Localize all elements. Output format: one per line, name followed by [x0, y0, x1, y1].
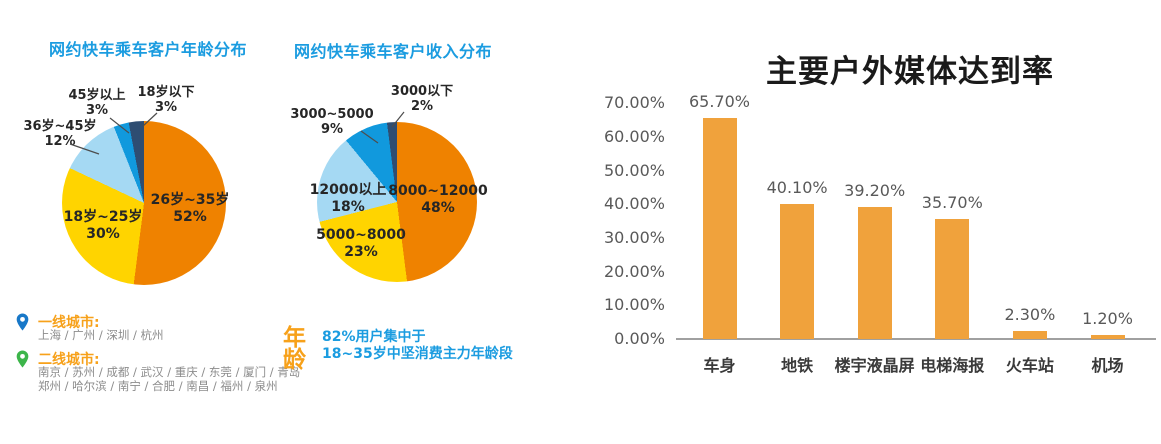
pie1-label-36-45: 36岁~45岁 12% — [23, 119, 97, 149]
tier2-heading: 二线城市: — [38, 352, 100, 368]
bar-category-label: 机场 — [1091, 356, 1124, 375]
tier1-city-list: 上海 / 广州 / 深圳 / 杭州 — [38, 328, 164, 342]
y-axis-tick-label: 40.00% — [603, 194, 665, 214]
y-axis-tick-label: 20.00% — [603, 261, 665, 281]
tier2-city-list: 南京 / 苏州 / 成都 / 武汉 / 重庆 / 东莞 / 厦门 / 青岛 郑州… — [38, 365, 301, 393]
age-note-line2: 18~35岁中坚消费主力年龄段 — [322, 346, 513, 362]
pie2-label-3000-5000: 3000~5000 9% — [290, 107, 374, 137]
bar-value-label: 65.70% — [688, 91, 750, 111]
bar-category-label: 火车站 — [1005, 356, 1054, 375]
y-axis-tick-label: 70.00% — [603, 93, 665, 113]
bar-value-label: 40.10% — [766, 177, 828, 197]
bar — [1012, 331, 1047, 339]
bar-value-label: 1.20% — [1082, 308, 1133, 328]
pie1-label-under18: 18岁以下 3% — [137, 85, 195, 115]
pie1-label-18-25: 18岁~25岁 30% — [63, 209, 143, 242]
age-side-label: 年龄 — [283, 325, 306, 373]
bar — [935, 218, 970, 339]
pie2-label-12000plus: 12000以上 18% — [309, 182, 387, 215]
y-axis-tick-label: 10.00% — [603, 295, 665, 315]
age-note-line1: 82%用户集中于 — [322, 329, 426, 345]
pie2-income-distribution — [317, 122, 477, 282]
pie2-title: 网约快车乘车客户收入分布 — [293, 42, 492, 61]
bar-category-label: 车身 — [703, 356, 736, 375]
tier1-heading: 一线城市: — [38, 315, 100, 331]
bar — [857, 206, 892, 339]
bar-value-label: 39.20% — [844, 180, 906, 200]
bar-category-label: 楼宇液晶屏 — [834, 356, 915, 375]
location-pin-icon-green — [16, 350, 29, 368]
bar-category-label: 地铁 — [781, 356, 814, 375]
pie2-label-8000-12000: 8000~12000 48% — [388, 183, 488, 216]
pie1-label-45plus: 45岁以上 3% — [68, 88, 126, 118]
bar-value-label: 35.70% — [921, 192, 983, 212]
y-axis-tick-label: 0.00% — [614, 329, 665, 348]
y-axis-tick-label: 50.00% — [603, 160, 665, 180]
bar — [702, 117, 737, 339]
y-axis-tick-label: 30.00% — [603, 227, 665, 247]
pie2-label-5000-8000: 5000~8000 23% — [316, 227, 406, 260]
pie1-title: 网约快车乘车客户年龄分布 — [48, 40, 247, 59]
bar-category-label: 电梯海报 — [920, 356, 985, 375]
bar-value-label: 2.30% — [1004, 305, 1056, 325]
pie2-label-under3000: 3000以下 2% — [390, 84, 454, 114]
bar-chart-title: 主要户外媒体达到率 — [766, 54, 1054, 90]
bar — [1090, 334, 1125, 339]
location-pin-icon-blue — [16, 313, 29, 331]
x-axis-line — [676, 338, 1156, 340]
y-axis-tick-label: 60.00% — [603, 126, 665, 146]
pie1-label-26-35: 26岁~35岁 52% — [150, 192, 230, 225]
bar — [780, 203, 815, 339]
